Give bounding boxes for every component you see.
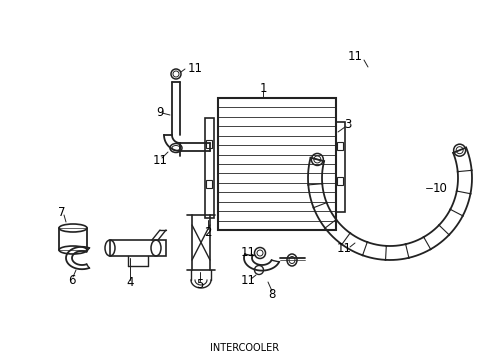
Text: 4: 4: [126, 276, 134, 289]
Bar: [205, 140, 212, 148]
Text: 11: 11: [336, 242, 351, 255]
Bar: [218, 98, 335, 230]
Bar: [204, 118, 214, 218]
Text: 11: 11: [347, 50, 362, 63]
Text: 5: 5: [196, 278, 203, 291]
Bar: [205, 180, 212, 188]
Bar: [336, 177, 342, 185]
Text: 7: 7: [58, 206, 65, 219]
Text: 3: 3: [344, 118, 351, 131]
Text: 11: 11: [240, 246, 255, 258]
Text: 11: 11: [187, 62, 202, 75]
Text: 9: 9: [156, 105, 163, 118]
Text: 10: 10: [432, 181, 447, 194]
Bar: [110, 240, 165, 256]
Text: INTERCOOLER: INTERCOOLER: [210, 343, 279, 353]
Text: 6: 6: [68, 274, 76, 287]
Text: 11: 11: [240, 274, 255, 287]
Text: 8: 8: [268, 288, 275, 301]
Text: 2: 2: [204, 225, 211, 238]
Text: 11: 11: [152, 153, 167, 166]
Bar: [336, 142, 342, 150]
Text: 1: 1: [259, 81, 266, 94]
Bar: [335, 122, 345, 212]
